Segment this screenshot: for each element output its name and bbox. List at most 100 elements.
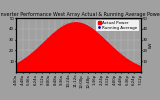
Point	[46, 37, 49, 39]
Point	[56, 27, 58, 29]
Point	[77, 18, 79, 20]
Point	[33, 50, 36, 52]
Point	[97, 34, 99, 35]
Point	[84, 28, 86, 30]
Point	[44, 38, 47, 39]
Point	[123, 55, 125, 57]
Point	[64, 24, 67, 26]
Point	[45, 41, 48, 43]
Point	[132, 59, 135, 61]
Point	[92, 28, 95, 30]
Point	[124, 52, 126, 54]
Y-axis label: kW: kW	[149, 42, 153, 48]
Point	[116, 51, 119, 52]
Point	[48, 39, 50, 41]
Point	[108, 43, 111, 45]
Point	[112, 47, 114, 48]
Point	[63, 23, 65, 24]
Point	[133, 64, 136, 66]
Point	[79, 28, 82, 29]
Point	[27, 59, 29, 60]
Point	[32, 48, 35, 49]
Point	[47, 41, 50, 43]
Point	[92, 30, 94, 31]
Point	[126, 60, 128, 61]
Point	[17, 58, 20, 60]
Point	[87, 27, 90, 28]
Point	[39, 46, 42, 47]
Point	[84, 25, 87, 26]
Point	[121, 52, 124, 54]
Point	[59, 28, 62, 29]
Point	[99, 34, 101, 35]
Point	[89, 28, 92, 29]
Point	[128, 63, 131, 65]
Point	[137, 64, 140, 66]
Point	[24, 59, 26, 60]
Point	[43, 41, 45, 43]
Point	[125, 60, 127, 61]
Point	[98, 37, 100, 38]
Point	[91, 27, 93, 29]
Legend: Actual Power, Running Average: Actual Power, Running Average	[96, 20, 139, 31]
Point	[83, 23, 85, 25]
Point	[28, 56, 30, 57]
Point	[106, 41, 109, 43]
Point	[41, 44, 44, 46]
Point	[36, 47, 39, 48]
Point	[127, 60, 130, 62]
Point	[110, 45, 112, 47]
Point	[120, 52, 122, 54]
Point	[102, 41, 104, 42]
Point	[51, 33, 54, 35]
Point	[139, 69, 141, 70]
Point	[96, 33, 98, 34]
Point	[105, 41, 108, 43]
Point	[69, 25, 71, 26]
Point	[120, 56, 123, 58]
Point	[85, 24, 88, 26]
Point	[71, 20, 73, 22]
Point	[67, 24, 70, 25]
Point	[37, 48, 40, 50]
Point	[100, 36, 103, 38]
Point	[66, 21, 69, 22]
Point	[93, 30, 96, 31]
Point	[53, 35, 56, 36]
Point	[38, 44, 41, 46]
Point	[74, 21, 77, 22]
Point	[49, 35, 51, 36]
Point	[58, 27, 61, 28]
Point	[21, 58, 23, 59]
Point	[119, 51, 121, 53]
Point	[35, 52, 37, 53]
Point	[51, 33, 53, 35]
Point	[117, 54, 119, 56]
Point	[140, 65, 142, 67]
Point	[64, 26, 66, 28]
Point	[88, 28, 91, 29]
Point	[18, 62, 21, 63]
Point	[136, 67, 139, 68]
Point	[72, 22, 75, 23]
Point	[94, 29, 97, 30]
Point	[16, 60, 19, 62]
Point	[23, 57, 25, 59]
Point	[138, 62, 140, 64]
Point	[86, 22, 89, 23]
Point	[68, 23, 71, 24]
Point	[135, 62, 138, 64]
Point	[105, 42, 107, 44]
Point	[131, 60, 133, 62]
Point	[129, 60, 132, 62]
Point	[114, 50, 117, 51]
Point	[29, 56, 31, 57]
Point	[19, 61, 22, 63]
Point	[36, 49, 38, 50]
Point	[103, 40, 105, 41]
Point	[132, 64, 134, 66]
Point	[126, 59, 129, 60]
Point	[72, 19, 74, 20]
Point	[25, 56, 28, 57]
Point	[62, 23, 64, 24]
